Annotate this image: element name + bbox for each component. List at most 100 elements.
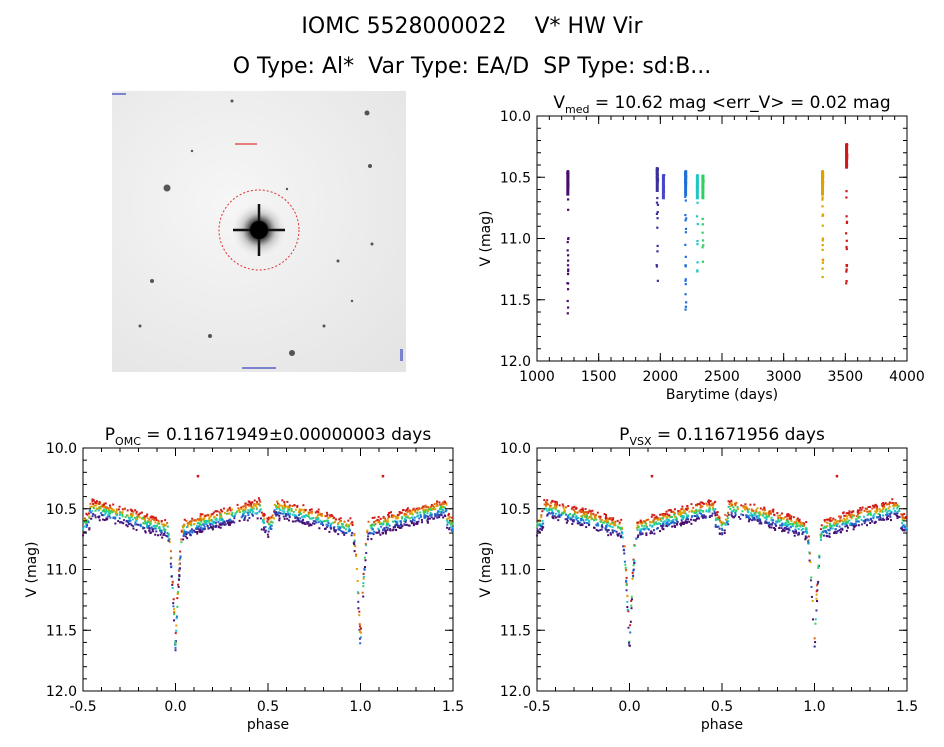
data-point	[217, 520, 220, 523]
data-point	[690, 522, 693, 525]
data-point	[581, 523, 584, 526]
data-point	[132, 525, 135, 528]
data-point	[758, 511, 761, 514]
data-point	[828, 522, 831, 525]
data-point	[380, 522, 383, 525]
data-point	[251, 513, 254, 516]
data-point	[287, 512, 290, 515]
y-tick-label: 10.0	[500, 441, 531, 457]
data-point	[386, 528, 389, 531]
data-point	[725, 521, 728, 524]
data-point	[759, 521, 762, 524]
data-point	[320, 521, 323, 524]
data-point	[250, 503, 253, 506]
data-point	[784, 521, 787, 524]
data-point	[607, 529, 610, 532]
data-point-cluster	[655, 167, 659, 192]
data-point	[331, 515, 334, 518]
data-point	[770, 523, 773, 526]
data-point	[869, 518, 872, 521]
data-point	[423, 512, 426, 515]
background-star	[190, 149, 194, 153]
data-point	[875, 508, 878, 511]
data-point	[356, 580, 359, 583]
data-point	[703, 516, 706, 519]
data-point	[98, 506, 101, 509]
data-point	[828, 519, 831, 522]
data-point	[772, 519, 775, 522]
data-point	[767, 515, 770, 518]
data-point	[583, 513, 586, 516]
data-point	[203, 525, 206, 528]
data-point	[896, 505, 899, 508]
data-point	[196, 522, 199, 525]
data-point	[202, 523, 205, 526]
data-point	[424, 514, 427, 517]
data-point	[669, 516, 672, 519]
data-point	[222, 521, 225, 524]
data-point	[656, 196, 659, 200]
data-point	[738, 516, 741, 519]
data-point	[319, 519, 322, 522]
data-point	[787, 531, 790, 534]
data-point	[540, 528, 543, 531]
data-point	[867, 506, 870, 509]
data-point	[190, 523, 193, 526]
data-point	[185, 519, 188, 522]
data-point	[366, 531, 369, 534]
data-point	[174, 641, 177, 644]
data-point	[102, 508, 105, 511]
data-point	[327, 516, 330, 519]
data-point	[644, 522, 647, 525]
data-point	[855, 515, 858, 518]
data-point	[690, 515, 693, 518]
data-point	[174, 649, 177, 652]
data-point	[733, 508, 736, 511]
data-point	[378, 521, 381, 524]
data-point	[857, 516, 860, 519]
data-point	[729, 500, 732, 503]
data-point	[843, 517, 846, 520]
data-point	[107, 509, 110, 512]
data-point	[771, 509, 774, 512]
data-point	[251, 501, 254, 504]
phase-vsx-title: PVSX = 0.11671956 days	[619, 425, 825, 448]
data-point	[656, 517, 659, 520]
data-point	[550, 512, 553, 515]
data-point	[396, 522, 399, 525]
data-point	[842, 521, 845, 524]
data-point	[208, 516, 211, 519]
data-point	[157, 534, 160, 537]
data-point	[230, 519, 233, 522]
data-point	[845, 522, 848, 525]
data-point	[173, 608, 176, 611]
data-point	[730, 511, 733, 514]
data-point	[193, 523, 196, 526]
data-point	[565, 521, 568, 524]
data-point	[404, 520, 407, 523]
data-point	[287, 513, 290, 516]
data-point	[249, 502, 252, 505]
data-point	[684, 305, 687, 308]
data-point	[729, 507, 732, 510]
data-point	[418, 507, 421, 510]
data-point	[827, 528, 830, 531]
data-point	[871, 504, 874, 507]
data-point	[441, 501, 444, 504]
data-point	[747, 511, 750, 514]
data-point	[315, 518, 318, 521]
data-point	[681, 507, 684, 510]
data-point	[426, 519, 429, 522]
data-point	[267, 530, 270, 533]
data-point	[635, 526, 638, 529]
data-point	[902, 518, 905, 521]
data-point	[449, 523, 452, 526]
data-point	[632, 568, 635, 571]
data-point	[118, 517, 121, 520]
data-point	[377, 527, 380, 530]
data-point	[794, 528, 797, 531]
data-point	[188, 523, 191, 526]
data-point	[860, 508, 863, 511]
data-point	[448, 528, 451, 531]
data-point	[284, 506, 287, 509]
